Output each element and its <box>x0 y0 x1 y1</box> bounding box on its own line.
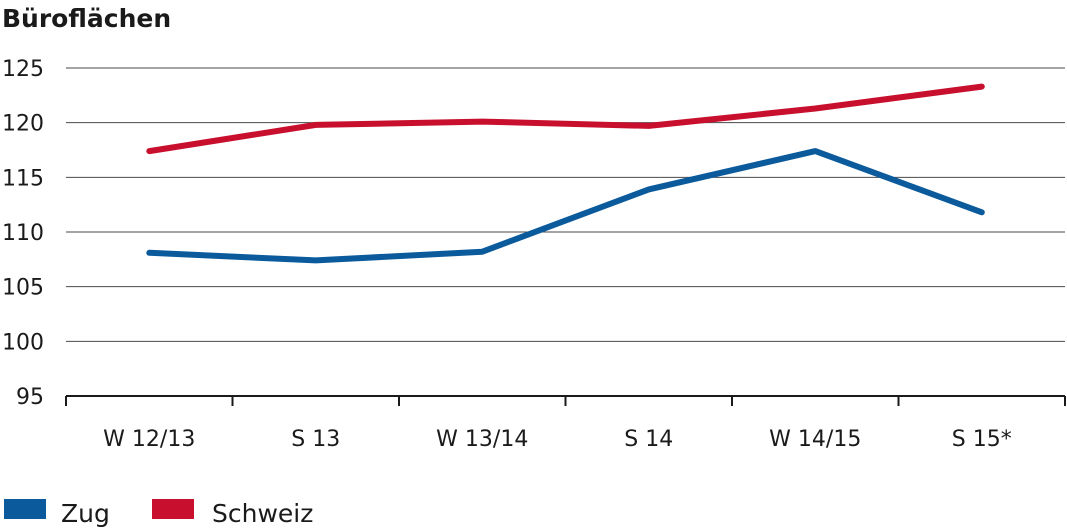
y-tick-label: 100 <box>2 330 44 355</box>
y-tick-label: 95 <box>16 385 44 410</box>
grid <box>66 67 1065 342</box>
series-group <box>146 83 985 264</box>
series-line-schweiz <box>146 83 985 155</box>
y-axis-tick-labels: 125 120 115 110 105 100 95 <box>2 57 44 410</box>
legend: Zug Schweiz <box>4 499 313 528</box>
y-tick-label: 125 <box>2 57 44 82</box>
y-tick-label: 120 <box>2 112 44 137</box>
x-tick-label: S 14 <box>624 427 673 452</box>
legend-label-zug: Zug <box>61 499 110 528</box>
series-line-zug <box>146 148 985 264</box>
x-tick-label: S 15* <box>952 427 1012 452</box>
x-tick-label: W 14/15 <box>769 427 861 452</box>
y-tick-label: 105 <box>2 276 44 301</box>
y-tick-label: 110 <box>2 221 44 246</box>
chart-title: Büroflächen <box>2 4 171 33</box>
x-axis <box>65 395 1066 406</box>
legend-swatch-schweiz <box>152 499 194 519</box>
x-tick-label: S 13 <box>291 427 340 452</box>
y-tick-label: 115 <box>2 166 44 191</box>
x-tick-label: W 12/13 <box>103 427 195 452</box>
x-tick-label: W 13/14 <box>436 427 528 452</box>
legend-label-schweiz: Schweiz <box>212 499 313 528</box>
legend-swatch-zug <box>4 499 46 519</box>
x-axis-tick-labels: W 12/13 S 13 W 13/14 S 14 W 14/15 S 15* <box>103 427 1012 452</box>
